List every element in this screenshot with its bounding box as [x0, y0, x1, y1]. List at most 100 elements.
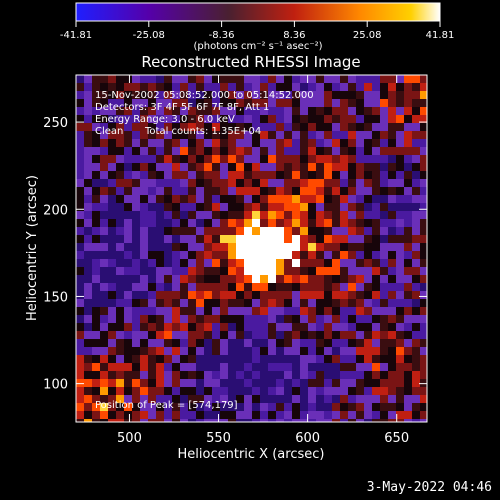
x-tick-label: 600 — [295, 431, 320, 446]
heatmap-cell — [180, 155, 189, 164]
heatmap-cell — [132, 411, 141, 420]
heatmap-cell — [172, 99, 181, 108]
heatmap-cell — [124, 179, 133, 188]
heatmap-cell — [156, 99, 165, 108]
heatmap-cell — [260, 195, 269, 204]
heatmap-cell — [212, 147, 221, 156]
heatmap-cell — [316, 179, 325, 188]
heatmap-cell — [284, 259, 293, 268]
heatmap-cell — [404, 355, 413, 364]
heatmap-cell — [236, 123, 245, 132]
heatmap-cell — [132, 147, 141, 156]
heatmap-cell — [140, 299, 149, 308]
heatmap-cell — [308, 355, 317, 364]
heatmap-cell — [380, 307, 389, 316]
heatmap-cell — [284, 339, 293, 348]
heatmap-cell — [388, 115, 397, 124]
heatmap-cell — [252, 139, 261, 148]
heatmap-cell — [332, 387, 341, 396]
heatmap-cell — [396, 163, 405, 172]
heatmap-cell — [316, 131, 325, 140]
heatmap-cell — [140, 275, 149, 284]
heatmap-cell — [172, 187, 181, 196]
heatmap-cell — [116, 131, 125, 140]
heatmap-cell — [76, 155, 85, 164]
heatmap-cell — [236, 171, 245, 180]
heatmap-cell — [156, 219, 165, 228]
heatmap-cell — [116, 211, 125, 220]
heatmap-cell — [236, 259, 245, 268]
heatmap-cell — [420, 395, 427, 404]
heatmap-cell — [308, 315, 317, 324]
heatmap-cell — [412, 419, 421, 422]
heatmap-cell — [196, 163, 205, 172]
heatmap-cell — [196, 123, 205, 132]
heatmap-cell — [132, 203, 141, 212]
heatmap-cell — [340, 75, 349, 84]
heatmap-cell — [412, 75, 421, 84]
heatmap-cell — [228, 171, 237, 180]
heatmap-cell — [180, 299, 189, 308]
heatmap-cell — [372, 331, 381, 340]
heatmap-cell — [204, 179, 213, 188]
heatmap-cell — [372, 171, 381, 180]
heatmap-cell — [396, 259, 405, 268]
heatmap-cell — [380, 315, 389, 324]
heatmap-cell — [348, 227, 357, 236]
heatmap-cell — [76, 291, 85, 300]
heatmap-cell — [204, 347, 213, 356]
heatmap-cell — [324, 91, 333, 100]
heatmap-cell — [164, 379, 173, 388]
heatmap-cell — [308, 387, 317, 396]
heatmap-cell — [284, 171, 293, 180]
heatmap-cell — [276, 275, 285, 284]
heatmap-cell — [372, 379, 381, 388]
heatmap-cell — [252, 275, 261, 284]
heatmap-cell — [180, 395, 189, 404]
heatmap-cell — [300, 371, 309, 380]
heatmap-cell — [164, 227, 173, 236]
heatmap-cell — [76, 75, 85, 84]
heatmap-cell — [212, 251, 221, 260]
heatmap-cell — [332, 259, 341, 268]
heatmap-cell — [324, 283, 333, 292]
heatmap-cell — [188, 315, 197, 324]
heatmap-cell — [268, 363, 277, 372]
heatmap-cell — [180, 227, 189, 236]
heatmap-cell — [292, 203, 301, 212]
heatmap-cell — [220, 139, 229, 148]
heatmap-cell — [276, 75, 285, 84]
heatmap-cell — [404, 179, 413, 188]
heatmap-cell — [140, 259, 149, 268]
heatmap-cell — [412, 315, 421, 324]
heatmap-cell — [260, 227, 269, 236]
heatmap-cell — [284, 155, 293, 164]
heatmap-cell — [300, 187, 309, 196]
heatmap-cell — [84, 371, 93, 380]
heatmap-cell — [116, 99, 125, 108]
heatmap-cell — [308, 115, 317, 124]
heatmap-cell — [180, 123, 189, 132]
heatmap-cell — [76, 147, 85, 156]
heatmap-cell — [380, 267, 389, 276]
heatmap-cell — [204, 171, 213, 180]
heatmap-cell — [236, 267, 245, 276]
heatmap-cell — [276, 419, 285, 422]
heatmap-cell — [292, 99, 301, 108]
heatmap-cell — [404, 219, 413, 228]
colorbar-tick-label: -8.36 — [209, 30, 235, 41]
heatmap-cell — [164, 371, 173, 380]
heatmap-cell — [316, 243, 325, 252]
heatmap-cell — [100, 371, 109, 380]
heatmap-cell — [228, 387, 237, 396]
heatmap-cell — [196, 227, 205, 236]
heatmap-cell — [284, 115, 293, 124]
heatmap-cell — [284, 323, 293, 332]
heatmap-cell — [164, 139, 173, 148]
heatmap-cell — [300, 211, 309, 220]
heatmap-cell — [212, 291, 221, 300]
heatmap-cell — [180, 259, 189, 268]
heatmap-cell — [84, 363, 93, 372]
heatmap-cell — [276, 283, 285, 292]
heatmap-cell — [340, 347, 349, 356]
